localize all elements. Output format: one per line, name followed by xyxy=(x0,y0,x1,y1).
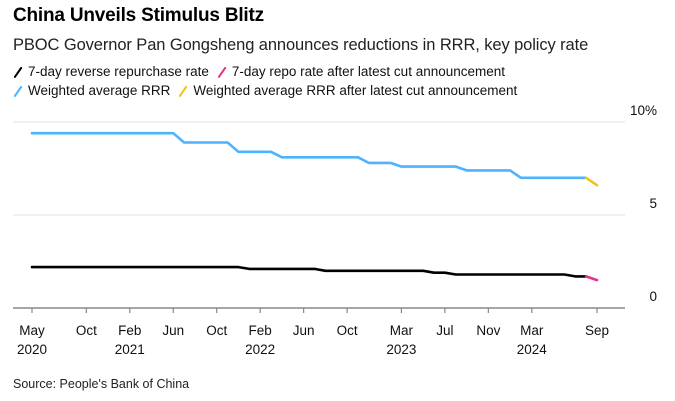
y-axis-labels: 10% 5 0 xyxy=(630,103,657,304)
x-tick-year-label: 2022 xyxy=(245,342,275,357)
legend-label: 7-day reverse repurchase rate xyxy=(28,64,209,79)
chart-subtitle: PBOC Governor Pan Gongsheng announces re… xyxy=(13,36,589,54)
legend-item-rrr-after-cut: Weighted average RRR after latest cut an… xyxy=(178,81,517,100)
y-tick-label: 5 xyxy=(649,196,657,211)
x-tick-label: Nov xyxy=(476,323,500,338)
legend-item-reverse-repo: 7-day reverse repurchase rate xyxy=(13,62,209,81)
x-tick-label: Jun xyxy=(162,323,184,338)
x-tick-label: Jul xyxy=(436,323,453,338)
legend-label: 7-day repo rate after latest cut announc… xyxy=(231,64,506,79)
legend-label: Weighted average RRR xyxy=(28,83,171,98)
gridlines xyxy=(13,121,625,216)
x-tick-label: Feb xyxy=(118,323,141,338)
legend-label: Weighted average RRR after latest cut an… xyxy=(193,83,518,98)
y-tick-label: 0 xyxy=(649,289,657,304)
x-tick-label: Oct xyxy=(76,323,97,338)
x-tick-label: Mar xyxy=(390,323,414,338)
x-tick-label: Mar xyxy=(520,323,544,338)
chart-title: China Unveils Stimulus Blitz xyxy=(13,5,264,26)
y-tick-label: 10% xyxy=(630,103,657,118)
x-tick-year-label: 2020 xyxy=(17,342,47,357)
series-line-reverse-repo xyxy=(30,265,588,278)
x-tick-label: May xyxy=(19,323,45,338)
series-line-rrr-after-cut xyxy=(584,176,599,187)
x-tick-label: Jun xyxy=(293,323,315,338)
x-tick-year-label: 2023 xyxy=(386,342,416,357)
x-axis: May 2020 Oct Feb 2021 Jun Oct Feb 2022 Jun Oct Mar 2… xyxy=(13,307,625,357)
legend-item-rrr: Weighted average RRR xyxy=(13,81,170,100)
x-tick-label: Sep xyxy=(585,323,609,338)
source-note: Source: People's Bank of China xyxy=(13,377,190,391)
x-tick-year-label: 2024 xyxy=(517,342,548,357)
legend: 7-day reverse repurchase rate 7-day repo… xyxy=(13,62,525,100)
legend-item-repo-after-cut: 7-day repo rate after latest cut announc… xyxy=(217,62,505,81)
x-tick-label: Oct xyxy=(206,323,227,338)
x-tick-label: Feb xyxy=(249,323,272,338)
series-lines xyxy=(30,131,599,282)
series-line-repo-after-cut xyxy=(584,275,599,282)
x-tick-year-label: 2021 xyxy=(115,342,145,357)
series-line-rrr xyxy=(30,131,588,180)
x-tick-label: Oct xyxy=(337,323,358,338)
